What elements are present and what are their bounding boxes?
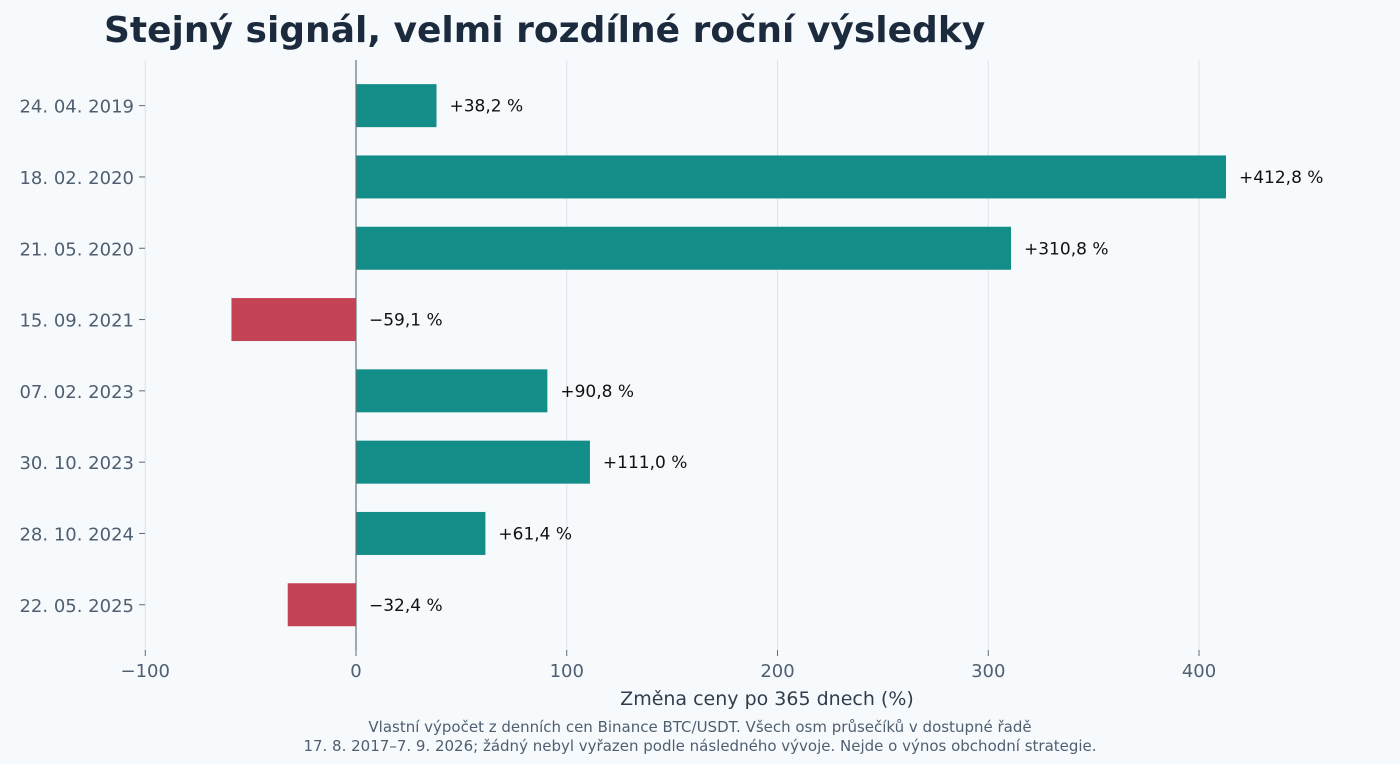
x-tick-label: 300: [971, 661, 1005, 682]
y-tick-label: 07. 02. 2023: [19, 382, 134, 403]
x-tick-label: 0: [350, 661, 361, 682]
bar-22.05.2025: [287, 583, 356, 627]
y-tick-label: 30. 10. 2023: [19, 453, 134, 474]
footnote-line-2: 17. 8. 2017–7. 9. 2026; žádný nebyl vyřa…: [303, 737, 1096, 755]
y-tick-label: 28. 10. 2024: [19, 524, 134, 545]
y-tick-label: 21. 05. 2020: [19, 239, 134, 260]
data-label: +412,8 %: [1239, 168, 1323, 188]
bar-18.02.2020: [356, 155, 1226, 199]
data-label: +90,8 %: [560, 382, 634, 402]
data-label: +38,2 %: [450, 97, 524, 117]
data-label: +61,4 %: [498, 524, 572, 544]
y-tick-label: 15. 09. 2021: [19, 311, 134, 332]
bar-21.05.2020: [356, 226, 1012, 270]
data-label: −32,4 %: [369, 596, 443, 616]
chart-title: Stejný signál, velmi rozdílné roční výsl…: [104, 10, 985, 51]
bar-30.10.2023: [356, 440, 590, 484]
y-tick-label: 18. 02. 2020: [19, 168, 134, 189]
grid-layer: [144, 60, 1200, 650]
x-tick-label: 400: [1182, 661, 1216, 682]
y-tick-label: 24. 04. 2019: [19, 97, 134, 118]
y-tick-label: 22. 05. 2025: [19, 596, 134, 617]
footnote-line-1: Vlastní výpočet z denních cen Binance BT…: [368, 718, 1031, 736]
bar-28.10.2024: [356, 511, 486, 555]
bar-15.09.2021: [231, 298, 356, 342]
data-label: +111,0 %: [603, 453, 687, 473]
bars-layer: [231, 84, 1226, 627]
x-tick-label: 200: [760, 661, 794, 682]
data-label: +310,8 %: [1024, 239, 1108, 259]
bar-24.04.2019: [356, 84, 437, 128]
bar-07.02.2023: [356, 369, 548, 413]
data-labels: +38,2 % +412,8 % +310,8 % −59,1 % +90,8 % +11…: [369, 97, 1323, 616]
data-label: −59,1 %: [369, 311, 443, 331]
x-axis: −100 0 100 200 300 400: [121, 650, 1216, 682]
x-axis-label: Změna ceny po 365 dnech (%): [620, 688, 914, 710]
x-tick-label: −100: [121, 661, 170, 682]
y-axis: 24. 04. 2019 18. 02. 2020 21. 05. 2020 15. …: [19, 97, 145, 617]
x-tick-label: 100: [550, 661, 584, 682]
